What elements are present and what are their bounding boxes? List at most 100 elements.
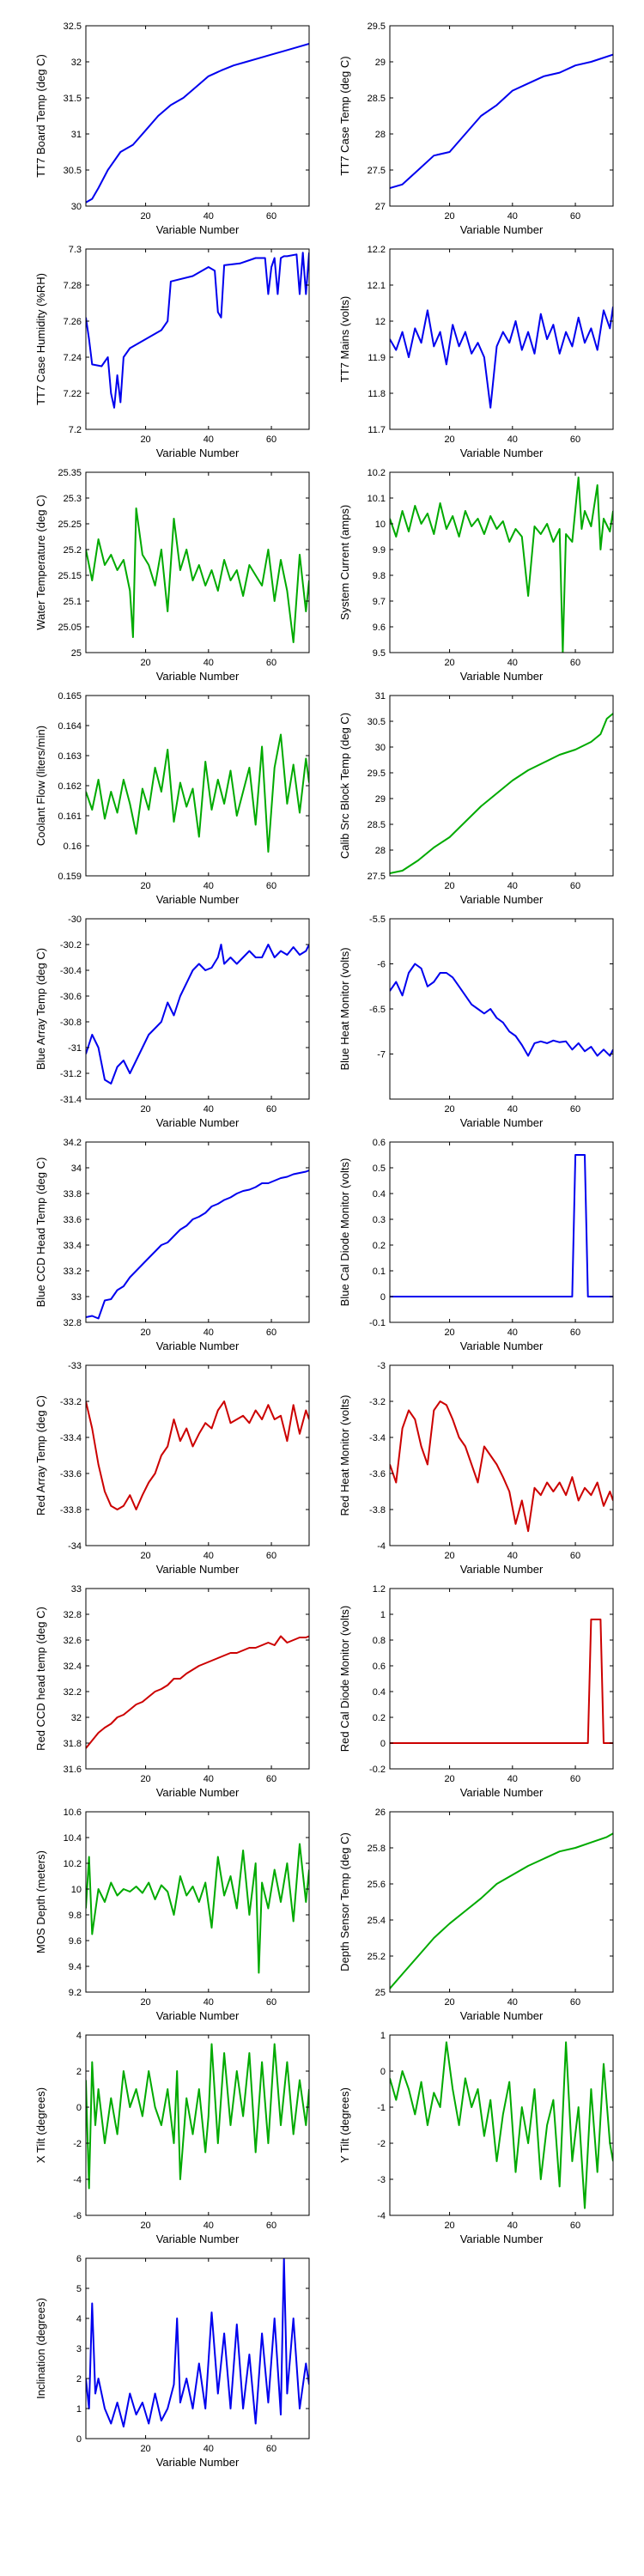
plot-frame [85,248,310,430]
x-tick-label: 40 [204,434,214,445]
y-axis-label: Coolant Flow (liters/min) [34,726,47,846]
x-tick-label: 40 [204,658,214,668]
y-axis-label: MOS Depth (meters) [34,1850,47,1953]
x-axis-label: Variable Number [156,2233,240,2245]
y-tick-label: 27.5 [368,166,386,176]
x-tick-label: 40 [507,1551,518,1561]
y-tick-label: 0 [380,2067,386,2077]
x-tick-label: 60 [266,1104,276,1115]
y-tick-label: 0.161 [58,811,82,822]
y-tick-label: 28 [375,130,386,140]
y-tick-label: 33.8 [64,1189,82,1200]
chart-15: 20 40 60 31.6 31.8 32 32.2 32.4 32.6 32.8 33 Variab… [34,1584,310,1799]
y-tick-label: -2 [73,2139,82,2149]
y-tick-label: 0.16 [64,841,82,852]
plot-frame [85,1588,310,1770]
y-tick-label: 31.8 [64,1739,82,1749]
series-line-1 [86,1843,309,1974]
y-tick-label: 7.24 [64,353,82,363]
y-tick-label: 9.8 [373,571,386,581]
y-tick-label: 7.2 [69,425,82,435]
x-axis-label: Variable Number [460,1116,544,1129]
chart-8: 20 40 60 27.5 28 28.5 29 29.5 30 30.5 31 Variable N… [338,691,614,906]
x-axis-label: Variable Number [460,893,544,906]
y-tick-label: 9.7 [373,597,386,607]
y-tick-label: 25.1 [64,597,82,607]
x-tick-label: 40 [507,1774,518,1784]
chart-1: 20 40 60 30 30.5 31 31.5 32 32.5 Variable Number T… [34,21,310,236]
plot-frame [85,918,310,1100]
y-tick-label: 11.8 [368,389,386,399]
series-line-1 [86,252,309,409]
y-tick-label: -31.2 [60,1069,82,1079]
plot-frame [389,918,614,1100]
y-tick-label: 0.4 [373,1189,386,1200]
x-axis-label: Variable Number [156,2456,240,2469]
y-tick-label: 29 [375,794,386,805]
y-axis-label: Y Tilt (degrees) [338,2087,351,2163]
y-tick-label: -6 [73,2211,82,2221]
chart-4: 20 40 60 11.7 11.8 11.9 12 12.1 12.2 Variable Num… [338,245,614,459]
y-tick-label: 9.6 [373,623,386,633]
x-tick-label: 40 [507,2221,518,2231]
x-axis-label: Variable Number [460,670,544,683]
y-tick-label: 33 [71,1292,82,1303]
y-tick-label: 30 [375,743,386,753]
x-tick-label: 60 [570,434,580,445]
y-tick-label: 4 [76,2031,82,2041]
x-tick-label: 20 [140,2444,150,2454]
series-line-1 [390,1400,613,1533]
y-tick-label: 4 [76,2314,82,2324]
x-tick-label: 20 [444,434,454,445]
y-axis-label: TT7 Case Temp (deg C) [338,56,351,175]
y-tick-label: 0.1 [373,1267,386,1277]
chart-7: 20 40 60 0.159 0.16 0.161 0.162 0.163 0.164 0.165… [34,691,310,906]
x-tick-label: 60 [266,2444,276,2454]
y-axis-label: Blue CCD Head Temp (deg C) [34,1157,47,1308]
y-tick-label: 25.2 [64,545,82,556]
x-axis-label: Variable Number [156,1340,240,1352]
x-tick-label: 60 [266,1551,276,1561]
x-tick-label: 20 [444,658,454,668]
x-tick-label: 40 [507,211,518,222]
plot-frame [85,471,310,653]
y-tick-label: 28.5 [368,94,386,104]
y-tick-label: 27.5 [368,872,386,882]
y-axis-label: TT7 Case Humidity (%RH) [34,273,47,405]
x-tick-label: 40 [507,1104,518,1115]
x-tick-label: 60 [266,2221,276,2231]
y-tick-label: 7.26 [64,317,82,327]
x-tick-label: 40 [507,881,518,891]
y-tick-label: 32.5 [64,21,82,32]
x-axis-label: Variable Number [460,223,544,236]
y-tick-label: 30 [71,202,82,212]
x-tick-label: 60 [266,434,276,445]
plot-frame [85,1364,310,1546]
y-tick-label: -6.5 [369,1005,386,1015]
y-tick-label: 10.2 [368,468,386,478]
y-tick-label: 25 [375,1988,386,1998]
y-tick-label: 1 [380,1610,386,1620]
x-axis-label: Variable Number [460,2233,544,2245]
x-tick-label: 40 [507,1997,518,2008]
y-tick-label: 11.9 [368,353,386,363]
y-axis-label: Red Array Temp (deg C) [34,1395,47,1516]
y-tick-label: 27 [375,202,386,212]
y-tick-label: 10.6 [64,1807,82,1818]
y-tick-label: 25.25 [58,519,82,530]
y-tick-label: 30.5 [368,717,386,727]
plot-frame [389,1588,614,1770]
x-tick-label: 60 [570,1327,580,1338]
series-line-1 [86,2258,309,2427]
x-tick-label: 40 [204,1997,214,2008]
y-tick-label: 0.164 [58,721,82,732]
y-tick-label: 10 [71,1885,82,1895]
series-line-1 [390,1832,613,1990]
y-tick-label: -4 [73,2175,82,2185]
chart-13: 20 40 60 -34 -33.8 -33.6 -33.4 -33.2 -33 Variable… [34,1361,310,1576]
plot-frame [85,1811,310,1993]
y-tick-label: -30.6 [60,992,82,1002]
x-axis-label: Variable Number [156,1116,240,1129]
y-tick-label: 0 [380,1292,386,1303]
x-tick-label: 20 [444,1997,454,2008]
